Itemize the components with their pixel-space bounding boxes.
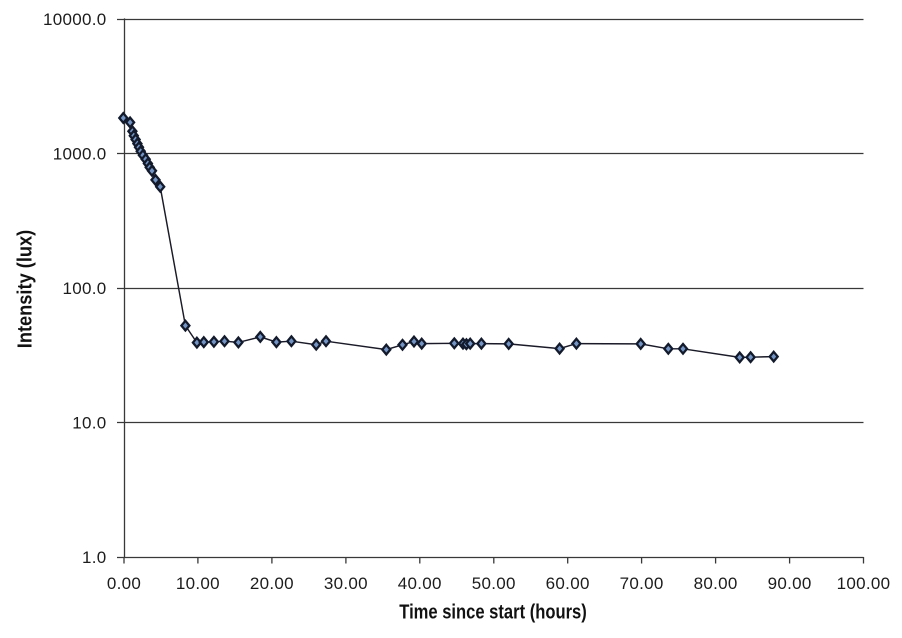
svg-text:Intensity (lux): Intensity (lux)	[15, 230, 37, 349]
svg-text:1000.0: 1000.0	[53, 144, 107, 163]
svg-text:10.0: 10.0	[72, 413, 106, 432]
svg-text:1.0: 1.0	[82, 548, 107, 567]
svg-text:40.00: 40.00	[398, 574, 442, 593]
svg-text:60.00: 60.00	[546, 574, 590, 593]
svg-text:30.00: 30.00	[324, 574, 368, 593]
svg-text:20.00: 20.00	[250, 574, 294, 593]
svg-text:0.00: 0.00	[107, 574, 141, 593]
svg-text:70.00: 70.00	[620, 574, 664, 593]
svg-text:50.00: 50.00	[472, 574, 516, 593]
svg-text:10000.0: 10000.0	[43, 10, 107, 29]
svg-text:80.00: 80.00	[694, 574, 738, 593]
svg-text:90.00: 90.00	[768, 574, 812, 593]
svg-text:100.0: 100.0	[62, 279, 106, 298]
svg-text:10.00: 10.00	[176, 574, 220, 593]
svg-text:100.00: 100.00	[837, 574, 891, 593]
svg-text:Time since start (hours): Time since start (hours)	[399, 602, 587, 624]
